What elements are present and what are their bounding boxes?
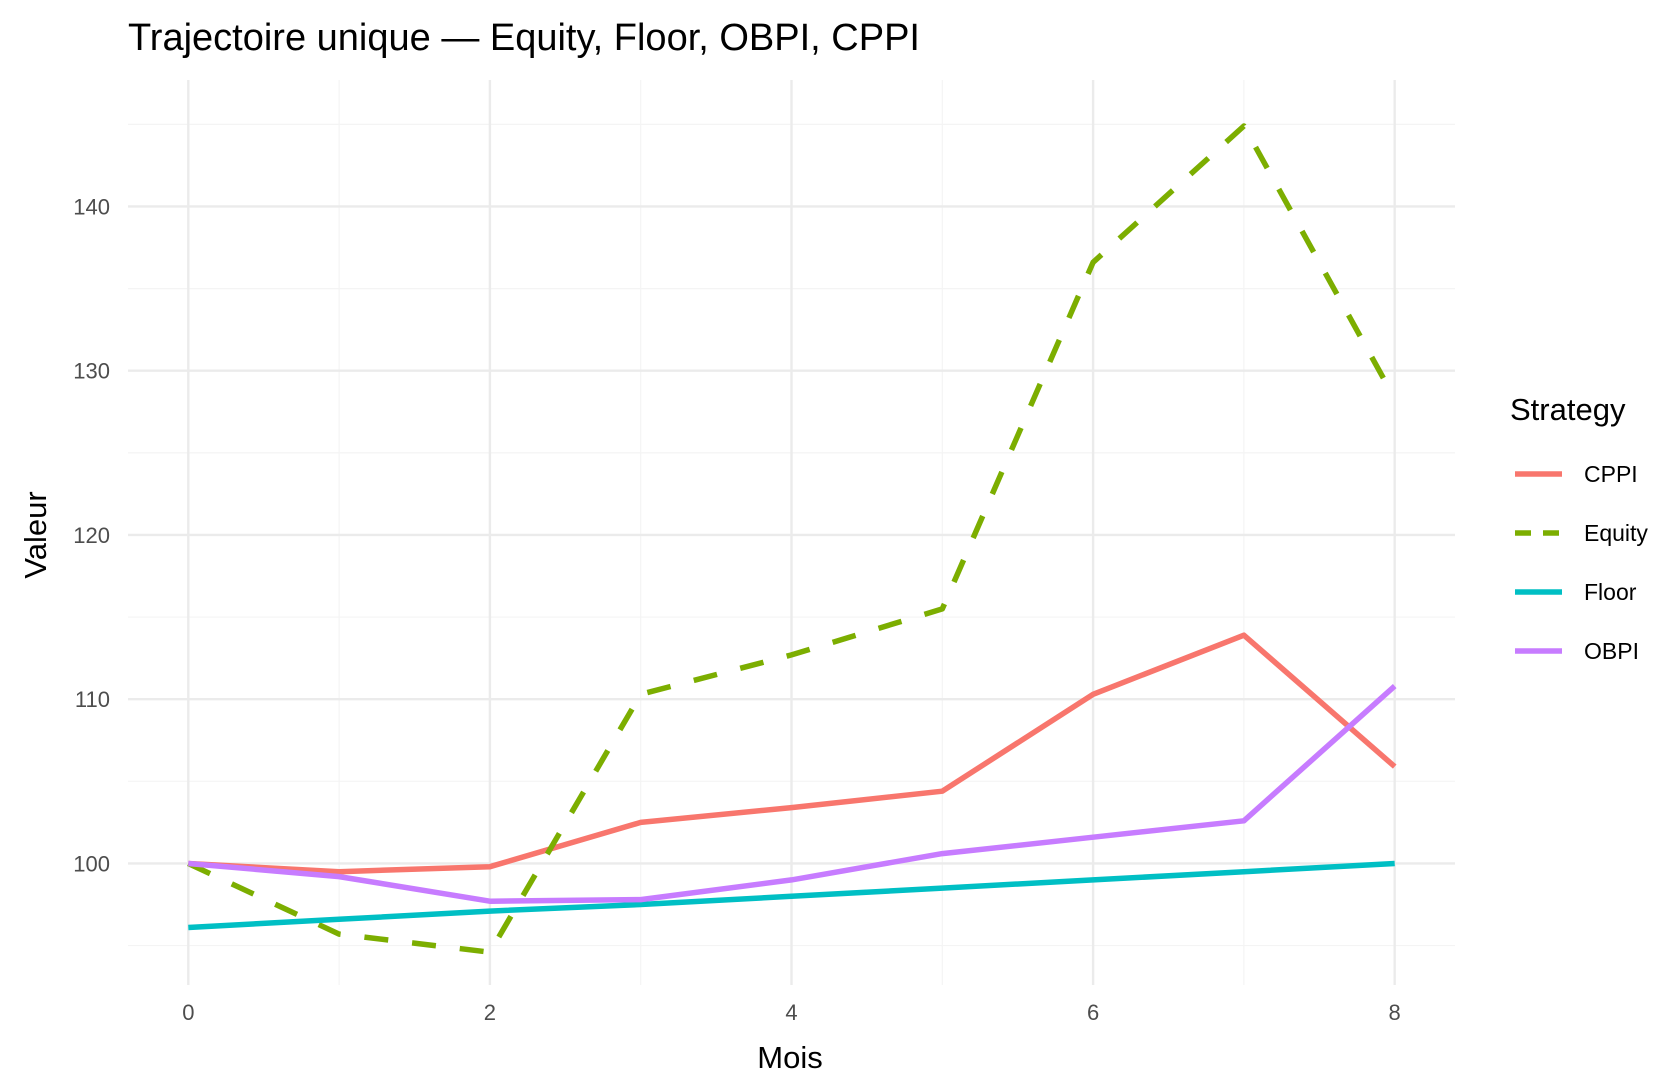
legend: Strategy CPPI Equity Floor OBPI: [1510, 392, 1648, 664]
x-tick-label: 0: [182, 1000, 194, 1025]
legend-label: Floor: [1584, 579, 1637, 605]
chart-title: Trajectoire unique — Equity, Floor, OBPI…: [128, 17, 920, 59]
series-lines: [187, 123, 1398, 955]
y-tick-label: 110: [75, 687, 110, 712]
y-tick-label: 100: [73, 851, 110, 876]
y-tick-label: 130: [73, 359, 110, 384]
legend-item-equity: Equity: [1515, 520, 1648, 546]
x-tick-label: 2: [484, 1000, 496, 1025]
legend-items: CPPI Equity Floor OBPI: [1515, 461, 1648, 664]
x-axis-ticks: 0 2 4 6 8: [182, 1000, 1401, 1025]
legend-label: OBPI: [1584, 638, 1639, 664]
y-axis-title: Valeur: [18, 491, 53, 578]
legend-label: Equity: [1584, 520, 1648, 546]
x-axis-title: Mois: [757, 1040, 822, 1075]
y-tick-label: 140: [73, 194, 110, 219]
legend-item-cppi: CPPI: [1515, 461, 1638, 487]
x-tick-label: 8: [1389, 1000, 1401, 1025]
y-axis-ticks: 100 110 120 130 140: [73, 194, 110, 876]
x-tick-label: 6: [1087, 1000, 1099, 1025]
series-line-obpi: [188, 684, 1397, 904]
grid: [128, 80, 1455, 985]
legend-item-floor: Floor: [1515, 579, 1637, 605]
series-line-floor: [188, 860, 1395, 931]
y-tick-label: 120: [73, 523, 110, 548]
legend-item-obpi: OBPI: [1515, 638, 1639, 664]
series-line-equity: [187, 123, 1398, 955]
x-tick-label: 4: [785, 1000, 797, 1025]
legend-label: CPPI: [1584, 461, 1638, 487]
legend-title: Strategy: [1510, 392, 1626, 427]
series-line-cppi: [188, 632, 1397, 875]
